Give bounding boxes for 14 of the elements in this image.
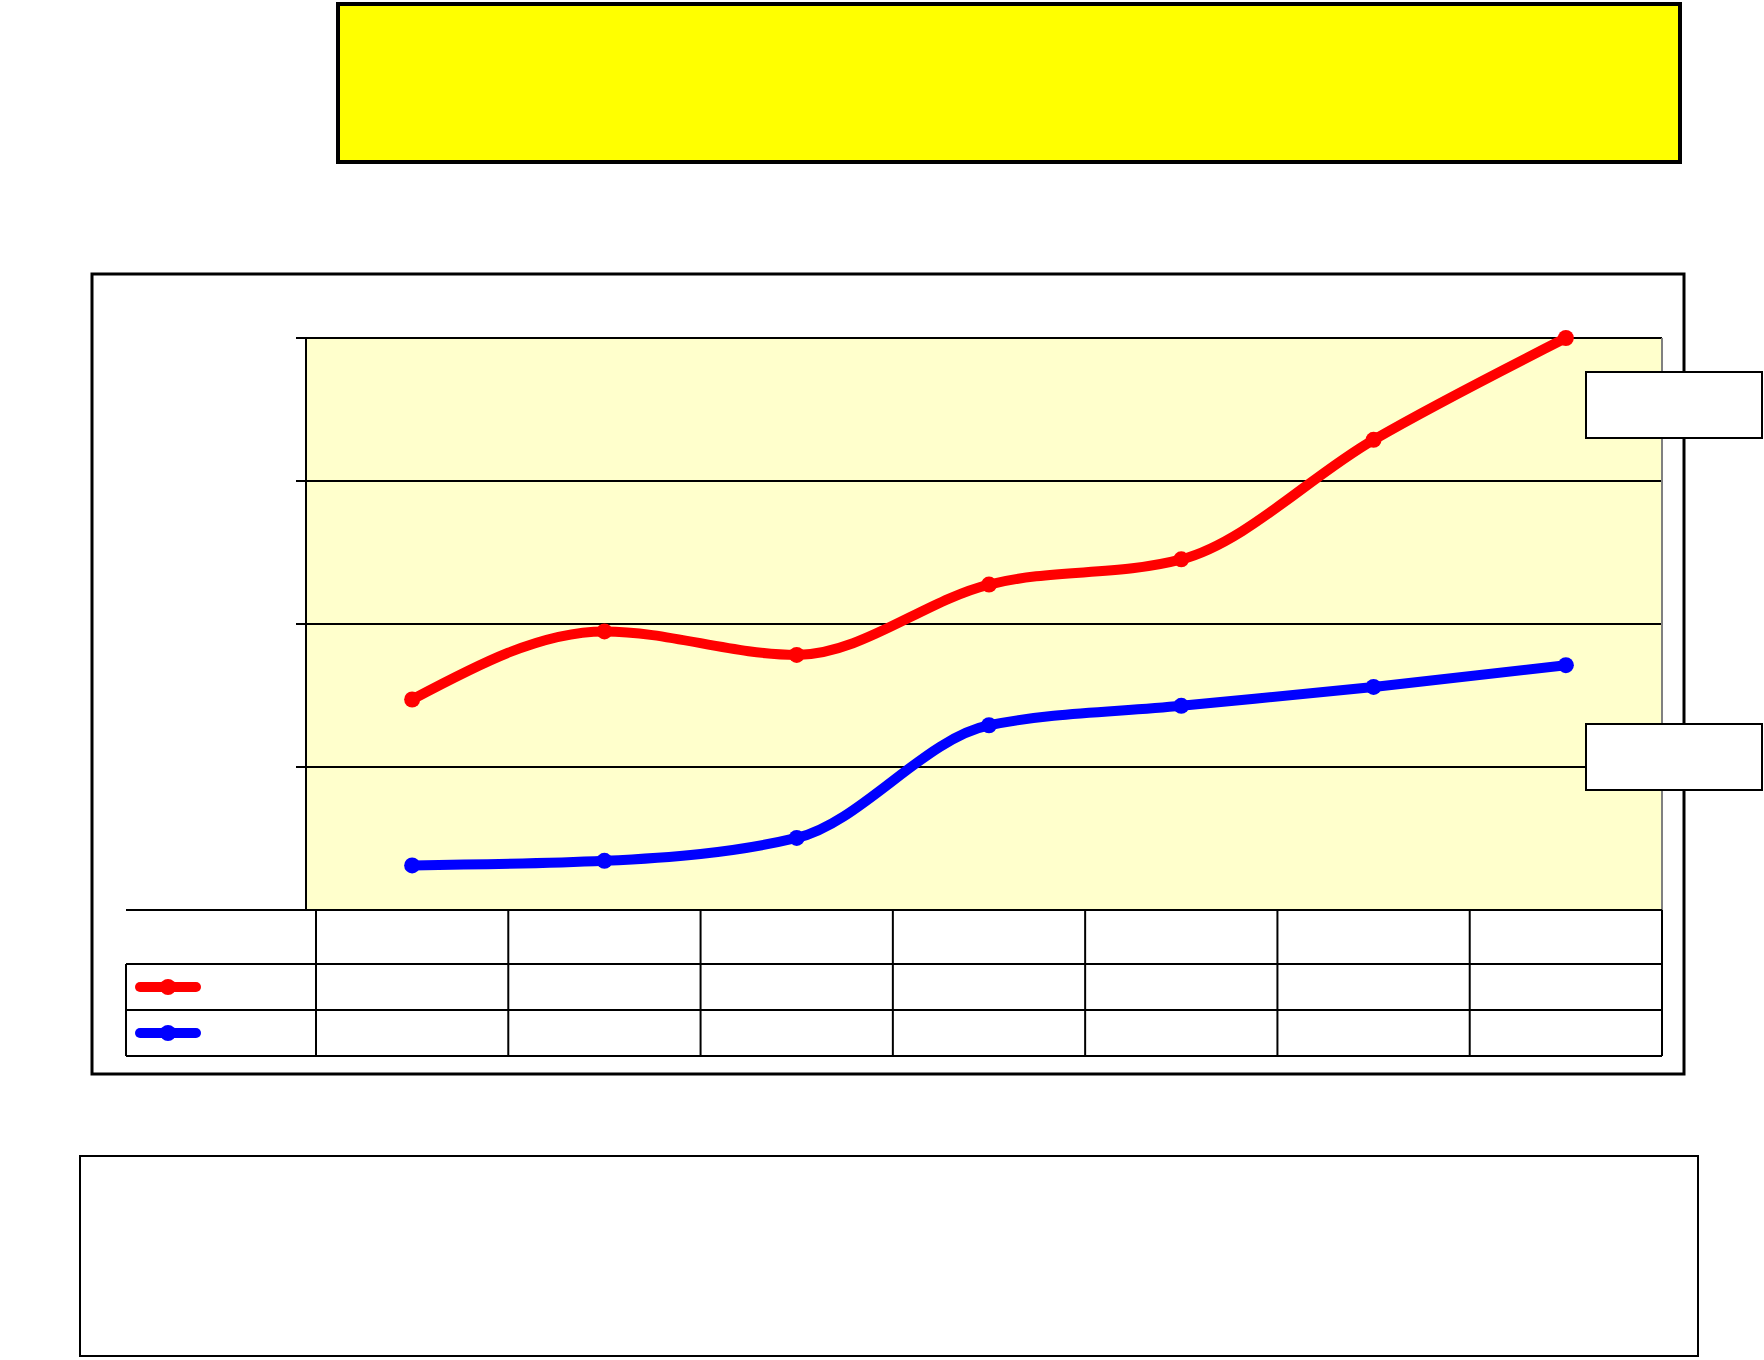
point	[788, 829, 805, 846]
point	[1173, 697, 1190, 714]
point	[1557, 330, 1574, 346]
point	[1557, 657, 1574, 674]
point	[404, 691, 421, 708]
point	[1365, 431, 1382, 448]
point	[1173, 551, 1190, 568]
point	[404, 857, 421, 874]
point	[981, 717, 997, 734]
point	[596, 623, 613, 640]
point	[596, 852, 613, 869]
point	[788, 646, 805, 663]
point	[1365, 678, 1382, 695]
point	[981, 576, 997, 593]
